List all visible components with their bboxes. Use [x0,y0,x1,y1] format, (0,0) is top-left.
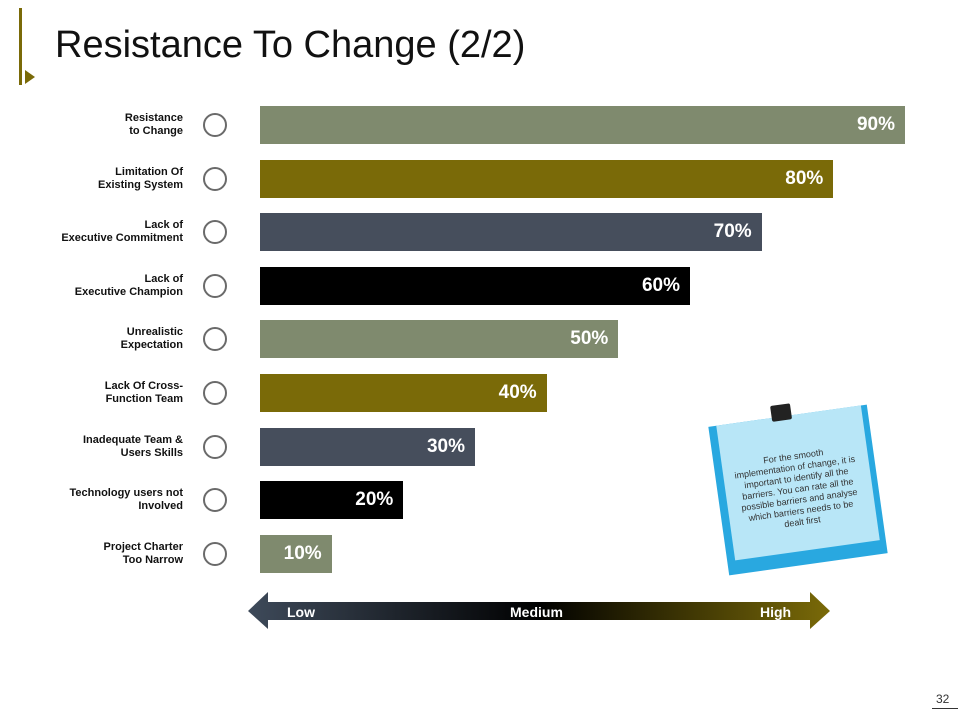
category-label: Project Charter Too Narrow [103,540,183,566]
scale-low: Low [287,604,315,620]
category-label: Inadequate Team & Users Skills [82,433,183,459]
value-label: 70% [713,221,752,243]
bar: 90% [260,106,905,144]
value-label: 80% [785,167,824,189]
accent-line [19,8,22,85]
category-label: Unrealistic Expectation [120,326,183,352]
icon [203,381,227,405]
value-label: 60% [641,274,680,296]
value-label: 40% [498,382,537,403]
category-label: Lack Of Cross- Function Team [104,380,183,405]
scale-medium: Medium [510,604,563,620]
icon [203,113,227,137]
page-line [932,708,958,709]
icon [203,327,227,352]
page-number: 32 [936,692,950,706]
category-label: Lack of Executive Champion [74,272,183,298]
clip [770,403,793,422]
icon [203,273,227,298]
scale-high: High [760,604,792,620]
category-label: Limitation Of Existing System [98,165,183,191]
value-label: 10% [283,542,322,564]
bar: 40% [260,374,547,412]
icon [203,220,227,245]
category-label: Resistance to Change [124,112,183,137]
value-label: 90% [856,114,895,135]
bar: 30% [260,427,475,466]
bar: 60% [260,266,690,305]
bar: 70% [260,213,762,252]
accent-arrow [25,70,35,84]
sticky-note: For the smooth implementation of change,… [708,403,888,576]
icon [203,434,227,459]
bar: 50% [260,320,619,359]
value-label: 30% [426,435,465,457]
scale-arrow [248,592,830,629]
value-label: 20% [355,489,394,511]
icon [203,541,227,566]
title: Resistance To Change (2/2) [55,24,526,66]
bar: 80% [260,159,834,198]
bar: 10% [260,534,332,573]
value-label: 50% [570,328,609,350]
icon [203,166,227,191]
category-label: Lack of Executive Commitment [61,219,183,245]
category-label: Technology users not Involved [69,487,183,513]
bar: 20% [260,481,404,520]
icon [203,488,227,513]
